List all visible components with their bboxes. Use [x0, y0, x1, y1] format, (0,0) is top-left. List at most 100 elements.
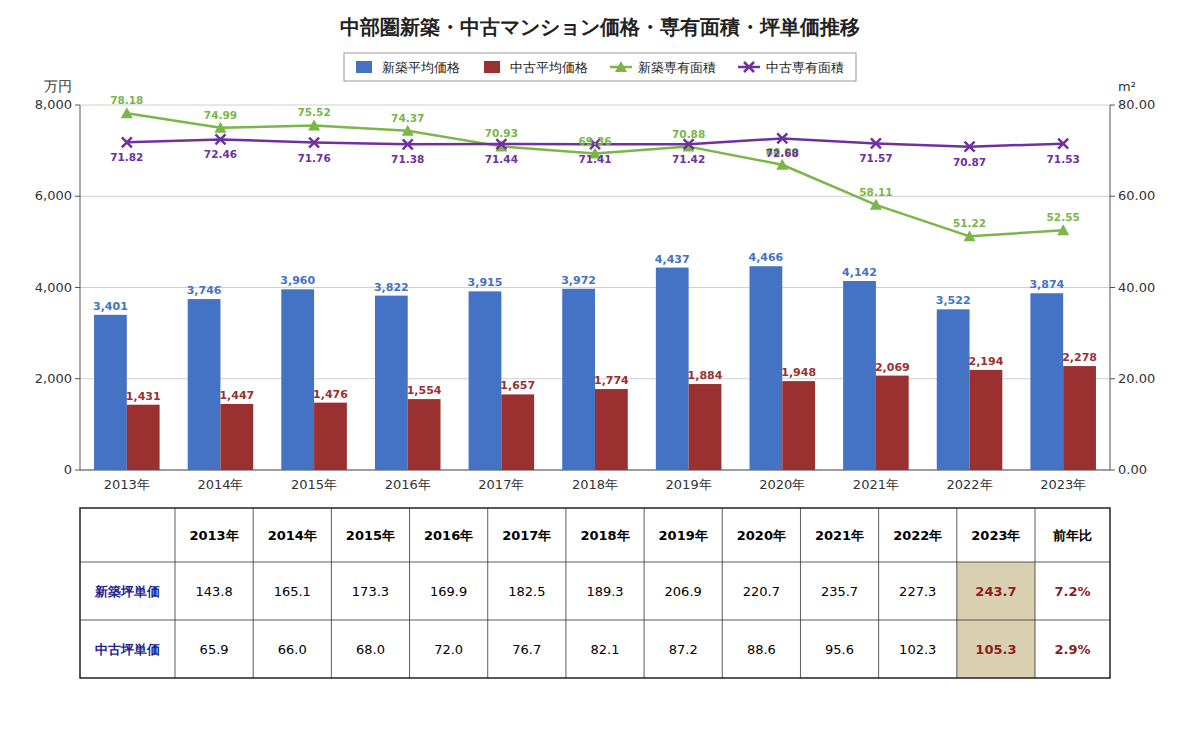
table-header: 2016年 — [424, 528, 473, 543]
bar-label: 3,874 — [1029, 278, 1064, 291]
grid-line — [80, 196, 1110, 197]
bar — [562, 289, 595, 470]
marker-x — [1058, 139, 1068, 149]
marker-x — [496, 139, 506, 149]
axes: 02,0004,0006,0008,0000.0020.0040.0060.00… — [35, 97, 1155, 492]
table-cell: 182.5 — [508, 584, 545, 599]
marker-x — [122, 137, 132, 147]
line-label: 74.37 — [391, 112, 424, 124]
chart-container: 中部圏新築・中古マンション価格・専有面積・坪単価推移02,0004,0006,0… — [0, 0, 1200, 749]
table-col-line — [644, 508, 645, 678]
y2-tick-label: 20.00 — [1118, 371, 1155, 386]
chart-svg: 中部圏新築・中古マンション価格・専有面積・坪単価推移02,0004,0006,0… — [0, 0, 1200, 749]
line-label: 70.88 — [672, 128, 705, 140]
line-label: 72.46 — [204, 148, 237, 160]
bar-label: 4,437 — [655, 253, 690, 266]
table-cell: 189.3 — [586, 584, 623, 599]
marker-x — [309, 138, 319, 148]
bar-label: 3,960 — [280, 274, 315, 287]
line-label: 52.55 — [1047, 211, 1080, 223]
y2-tick — [1110, 470, 1115, 471]
plot-marks — [94, 107, 1096, 470]
table-cell: 72.0 — [434, 642, 463, 657]
line-label: 78.18 — [110, 94, 143, 106]
table-cell: 173.3 — [352, 584, 389, 599]
line-label: 71.82 — [110, 151, 143, 163]
x-tick-label: 2015年 — [291, 477, 337, 492]
title: 中部圏新築・中古マンション価格・専有面積・坪単価推移 — [340, 15, 860, 39]
y-tick — [75, 287, 80, 288]
table-cell: 95.6 — [825, 642, 854, 657]
table-cell: 68.0 — [356, 642, 385, 657]
bar — [281, 289, 314, 470]
marker-x — [403, 139, 413, 149]
bar — [501, 394, 534, 470]
table-cell: 165.1 — [274, 584, 311, 599]
bar — [1063, 366, 1096, 470]
table-cell: 243.7 — [975, 584, 1016, 599]
y2-tick-label: 0.00 — [1118, 462, 1147, 477]
x-tick-label: 2020年 — [759, 477, 805, 492]
marker-triangle — [308, 119, 320, 130]
y-tick — [75, 378, 80, 379]
table-col-line — [956, 508, 957, 678]
line-label: 71.44 — [485, 153, 518, 165]
line-label: 70.93 — [485, 127, 518, 139]
table-yoy: 7.2% — [1054, 584, 1090, 599]
table-header: 2020年 — [737, 528, 786, 543]
x-tick-label: 2023年 — [1040, 477, 1086, 492]
y2-tick-label: 80.00 — [1118, 97, 1155, 112]
legend-swatch — [356, 61, 372, 73]
marker-triangle — [964, 230, 976, 241]
table-header: 2014年 — [268, 528, 317, 543]
table-cell: 169.9 — [430, 584, 467, 599]
data-labels: 3,4013,7463,9603,8223,9153,9724,4374,466… — [93, 94, 1097, 402]
bar-label: 3,746 — [187, 284, 222, 297]
table-col-line — [878, 508, 879, 678]
bar — [408, 399, 441, 470]
y2-tick — [1110, 196, 1115, 197]
marker-triangle — [870, 199, 882, 210]
bar — [843, 281, 876, 470]
line-label: 71.57 — [859, 152, 892, 164]
marker-triangle — [214, 122, 226, 133]
table-header: 2017年 — [502, 528, 551, 543]
bar-label: 1,657 — [500, 379, 535, 392]
bar-label: 1,476 — [313, 388, 348, 401]
x-tick-label: 2014年 — [197, 477, 243, 492]
table-cell: 65.9 — [200, 642, 229, 657]
table: 2013年2014年2015年2016年2017年2018年2019年2020年… — [80, 508, 1110, 678]
table-col-line — [253, 508, 254, 678]
line-series — [122, 133, 1068, 151]
table-header: 2022年 — [893, 528, 942, 543]
table-cell: 220.7 — [743, 584, 780, 599]
table-cell: 102.3 — [899, 642, 936, 657]
legend-swatch — [484, 61, 500, 73]
bar — [937, 309, 970, 470]
table-cell: 206.9 — [665, 584, 702, 599]
bar — [595, 389, 628, 470]
legend-item: 新築専有面積 — [610, 60, 716, 75]
table-cell: 143.8 — [195, 584, 232, 599]
table-yoy: 2.9% — [1054, 642, 1090, 657]
legend-label: 新築専有面積 — [638, 60, 716, 75]
line-label: 74.99 — [204, 109, 237, 121]
table-border — [80, 508, 1110, 678]
table-col-line — [722, 508, 723, 678]
marker-x — [684, 139, 694, 149]
line-series — [121, 107, 1069, 241]
bar — [469, 291, 502, 470]
table-highlight — [957, 562, 1035, 620]
bar — [375, 296, 408, 470]
marker-triangle — [1057, 224, 1069, 235]
marker-triangle — [776, 159, 788, 170]
line-label: 71.76 — [297, 152, 330, 164]
marker-triangle — [121, 107, 133, 118]
table-cell: 66.0 — [278, 642, 307, 657]
bar — [188, 299, 221, 470]
bar-label: 1,948 — [781, 366, 816, 379]
y-tick-label: 2,000 — [35, 371, 72, 386]
bar-series — [127, 366, 1096, 470]
bar-label: 4,466 — [748, 251, 783, 264]
table-row-line — [80, 620, 1110, 621]
